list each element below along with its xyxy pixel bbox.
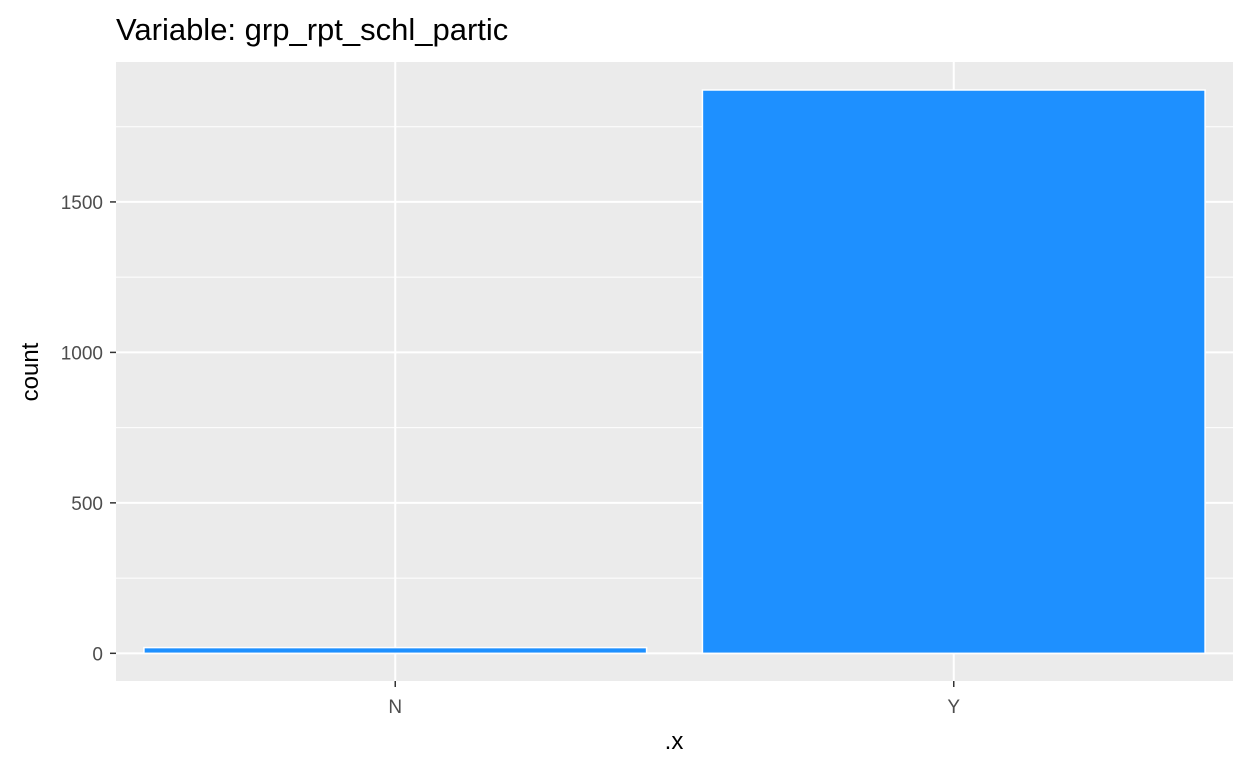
- chart-title: Variable: grp_rpt_schl_partic: [116, 12, 508, 47]
- y-axis: 0 500 1000 1500: [61, 193, 116, 665]
- y-tick-label: 1500: [61, 193, 103, 214]
- y-tick-label: 500: [71, 494, 103, 515]
- bar-Y: [701, 89, 1206, 655]
- x-axis-title: .x: [665, 728, 684, 755]
- y-axis-title: count: [17, 342, 44, 401]
- y-tick-label: 0: [92, 644, 103, 665]
- bar-N: [143, 646, 648, 655]
- y-tick-label: 1000: [61, 343, 103, 364]
- bars: [143, 89, 1206, 655]
- x-tick-label: N: [388, 697, 402, 718]
- x-tick-label: Y: [947, 697, 960, 718]
